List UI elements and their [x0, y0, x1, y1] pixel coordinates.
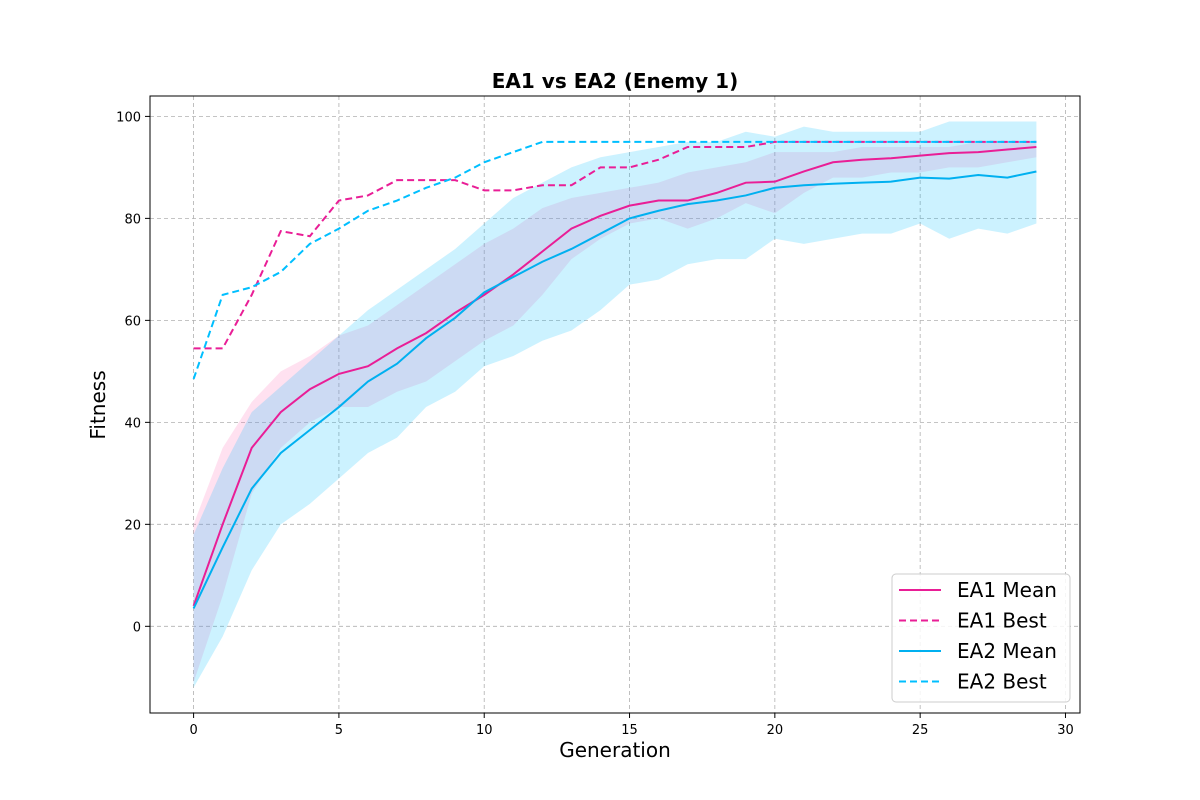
- legend-label-ea1-mean: EA1 Mean: [957, 578, 1057, 602]
- x-tick-label-10: 10: [476, 723, 493, 738]
- grid-lines: [150, 96, 1080, 713]
- x-tick-label-15: 15: [621, 723, 638, 738]
- y-tick-label-60: 60: [124, 314, 141, 329]
- y-tick-label-40: 40: [124, 416, 141, 431]
- series-line-ea1-best: [193, 140, 1037, 350]
- chart-title: EA1 vs EA2 (Enemy 1): [492, 69, 738, 93]
- y-tick-label-80: 80: [124, 212, 141, 227]
- series-lines: [192, 140, 1037, 609]
- x-axis-ticks: 0 5 10 15 20 25 30: [189, 713, 1074, 738]
- series-line-ea2-best: [192, 140, 1037, 380]
- x-tick-label-25: 25: [912, 723, 929, 738]
- x-tick-label-20: 20: [767, 723, 784, 738]
- y-axis-ticks: 0 20 40 60 80 100: [116, 110, 150, 635]
- y-tick-label-100: 100: [116, 110, 141, 125]
- series-line-ea1-mean: [192, 145, 1037, 607]
- series-line-ea2-mean: [192, 170, 1037, 609]
- x-tick-label-30: 30: [1057, 723, 1074, 738]
- plot-area-frame: [149, 95, 1081, 714]
- y-tick-label-0: 0: [133, 620, 141, 635]
- legend-box: [891, 573, 1071, 703]
- y-axis-label: Fitness: [86, 370, 110, 439]
- legend-label-ea2-mean: EA2 Mean: [957, 639, 1057, 663]
- x-axis-label: Generation: [559, 738, 671, 762]
- legend: EA1 Mean EA1 Best EA2 Mean EA2 Best: [891, 573, 1071, 703]
- legend-label-ea2-best: EA2 Best: [957, 670, 1047, 694]
- y-tick-label-20: 20: [124, 518, 141, 533]
- legend-label-ea1-best: EA1 Best: [957, 609, 1047, 633]
- x-tick-label-5: 5: [335, 723, 343, 738]
- x-tick-label-0: 0: [189, 723, 197, 738]
